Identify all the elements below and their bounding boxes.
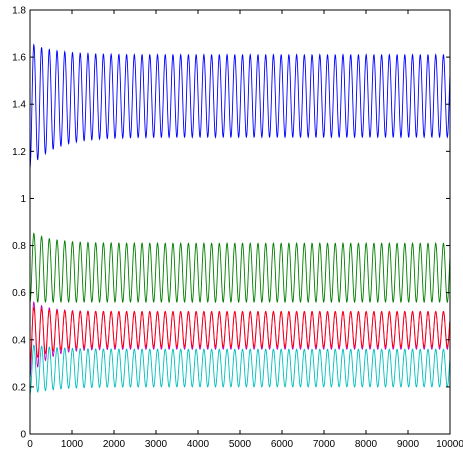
- x-tick-label: 10000: [436, 439, 463, 450]
- x-tick-label: 0: [27, 439, 33, 450]
- y-tick-label: 1.4: [12, 100, 26, 111]
- y-tick-label: 0.4: [12, 335, 26, 346]
- y-tick-label: 0.8: [12, 241, 26, 252]
- series-line-2: [29, 232, 451, 304]
- y-tick-label: 1.8: [12, 6, 26, 17]
- y-tick-label: 1.6: [12, 53, 26, 64]
- series-line-1: [29, 43, 451, 168]
- y-tick-label: 0.2: [12, 382, 26, 393]
- series-line-5: [29, 344, 451, 395]
- x-tick-label: 4000: [187, 439, 210, 450]
- x-tick-label: 2000: [103, 439, 126, 450]
- tick-layer: 0 1000 2000 3000 4000 5000 6000 7000 8000 9000 100…: [12, 6, 463, 451]
- y-tick-label: 0.6: [12, 288, 26, 299]
- x-tick-label: 1000: [61, 439, 84, 450]
- y-tick-label: 1: [20, 194, 26, 205]
- y-tick-label: 0: [20, 430, 26, 441]
- x-tick-label: 8000: [355, 439, 378, 450]
- x-tick-label: 5000: [229, 439, 252, 450]
- x-tick-label: 9000: [397, 439, 420, 450]
- x-tick-label: 7000: [313, 439, 336, 450]
- x-tick-label: 6000: [271, 439, 294, 450]
- axes-frame: [29, 9, 451, 435]
- y-tick-label: 1.2: [12, 147, 26, 158]
- x-tick-label: 3000: [145, 439, 168, 450]
- series-layer: [29, 43, 451, 395]
- series-line-4: [29, 306, 451, 364]
